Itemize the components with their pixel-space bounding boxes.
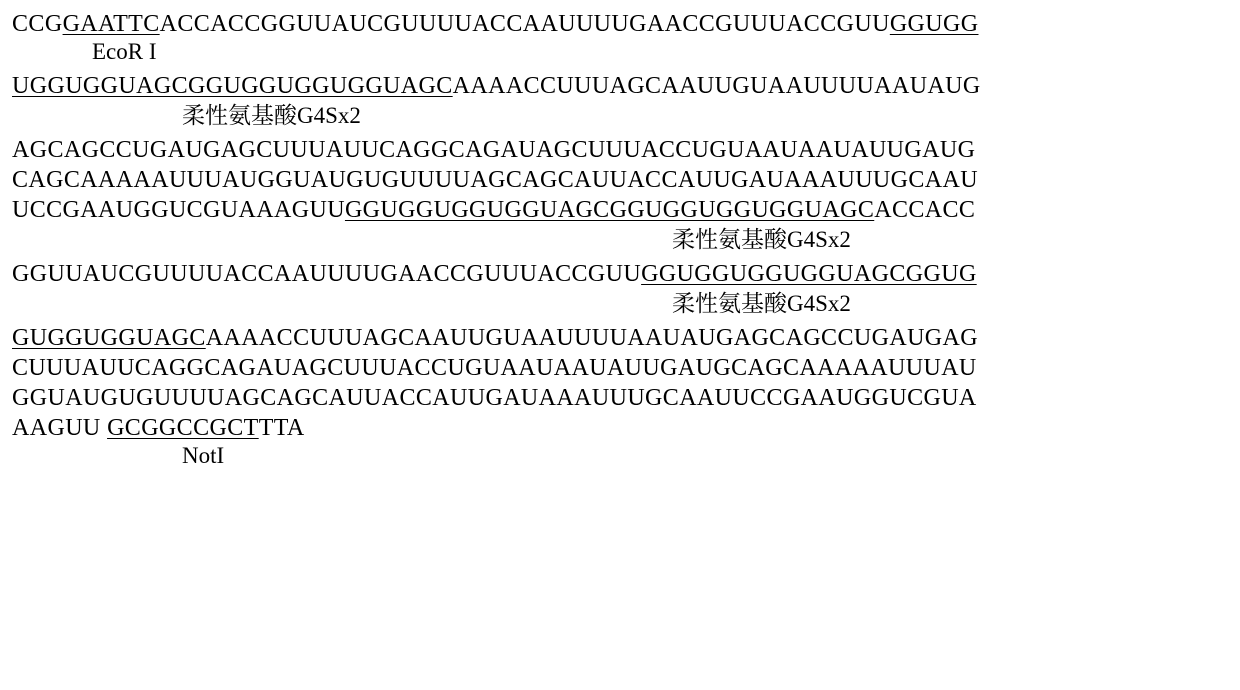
annot-line-6: 柔性氨基酸 G4Sx2 [12,290,1228,316]
seq-seg-linker: GUGGUGGUAGC [12,325,206,351]
seq-seg: AGCAGCCUGAUGAGCUUUAUUCAGGCAGAUAGCUUUACCU… [12,137,975,163]
annot-flexible-aa-tail: G4Sx2 [297,104,361,127]
annot-line-1: EcoR I [12,40,1228,64]
seq-seg-noti: GCGGCCGCT [107,415,259,441]
seq-seg: CUUUAUUCAGGCAGAUAGCUUUACCUGUAAUAAUAUUGAU… [12,355,977,381]
annot-flexible-aa-cjk: 柔性氨基酸 [182,102,297,125]
seq-line-7: GUGGUGGUAGCAAAACCUUUAGCAAUUGUAAUUUUAAUAU… [12,326,1228,350]
seq-line-6: GGUUAUCGUUUUACCAAUUUUGAACCGUUUACCGUUGGUG… [12,262,1228,286]
seq-seg: ACCACC [874,197,975,223]
seq-line-9: GGUAUGUGUUUUAGCAGCAUUACCAUUGAUAAAUUUGCAA… [12,386,1228,410]
seq-seg-ecori: GAATTC [63,11,160,37]
seq-line-2: UGGUGGUAGCGGUGGUGGUGGUAGCAAAACCUUUAGCAAU… [12,74,1228,98]
annot-flexible-aa-cjk: 柔性氨基酸 [672,226,787,249]
seq-seg: UCCGAAUGGUCGUAAAGUU [12,197,345,223]
annot-flexible-aa-tail: G4Sx2 [787,228,851,251]
sequence-block: CCGGAATTCACCACCGGUUAUCGUUUUACCAAUUUUGAAC… [0,0,1240,468]
seq-line-8: CUUUAUUCAGGCAGAUAGCUUUACCUGUAAUAAUAUUGAU… [12,356,1228,380]
seq-seg: GGUUAUCGUUUUACCAAUUUUGAACCGUUUACCGUU [12,261,641,287]
seq-seg: CCG [12,11,63,37]
annot-flexible-aa-cjk: 柔性氨基酸 [672,290,787,313]
seq-seg-linker: UGGUGGUAGCGGUGGUGGUGGUAGC [12,73,453,99]
seq-seg: AAAACCUUUAGCAAUUGUAAUUUUAAUAUGAGCAGCCUGA… [206,325,978,351]
annot-noti: NotI [182,444,224,467]
seq-seg: AAGUU [12,415,107,441]
seq-seg: TTA [259,415,305,441]
seq-seg: ACCACCGGUUAUCGUUUUACCAAUUUUGAACCGUUUACCG… [160,11,890,37]
annot-line-5: 柔性氨基酸 G4Sx2 [12,226,1228,252]
annot-line-2: 柔性氨基酸 G4Sx2 [12,102,1228,128]
seq-line-10: AAGUU GCGGCCGCTTTA [12,416,1228,440]
seq-seg-linker: GGUGGUGGUGGUAGCGGUGGUGGUGGUAGC [345,197,874,223]
seq-seg-linker-start: GGUGG [890,11,979,37]
seq-seg: AAAACCUUUAGCAAUUGUAAUUUUAAUAUG [453,73,981,99]
seq-seg-linker: GGUGGUGGUGGUAGCGGUG [641,261,977,287]
annot-flexible-aa-tail: G4Sx2 [787,292,851,315]
seq-line-5: UCCGAAUGGUCGUAAAGUUGGUGGUGGUGGUAGCGGUGGU… [12,198,1228,222]
annot-line-10: NotI [12,444,1228,468]
seq-seg: CAGCAAAAAUUUAUGGUAUGUGUUUUAGCAGCAUUACCAU… [12,167,978,193]
seq-line-4: CAGCAAAAAUUUAUGGUAUGUGUUUUAGCAGCAUUACCAU… [12,168,1228,192]
seq-line-1: CCGGAATTCACCACCGGUUAUCGUUUUACCAAUUUUGAAC… [12,12,1228,36]
annot-ecori: EcoR I [92,40,157,63]
seq-line-3: AGCAGCCUGAUGAGCUUUAUUCAGGCAGAUAGCUUUACCU… [12,138,1228,162]
seq-seg: GGUAUGUGUUUUAGCAGCAUUACCAUUGAUAAAUUUGCAA… [12,385,977,411]
